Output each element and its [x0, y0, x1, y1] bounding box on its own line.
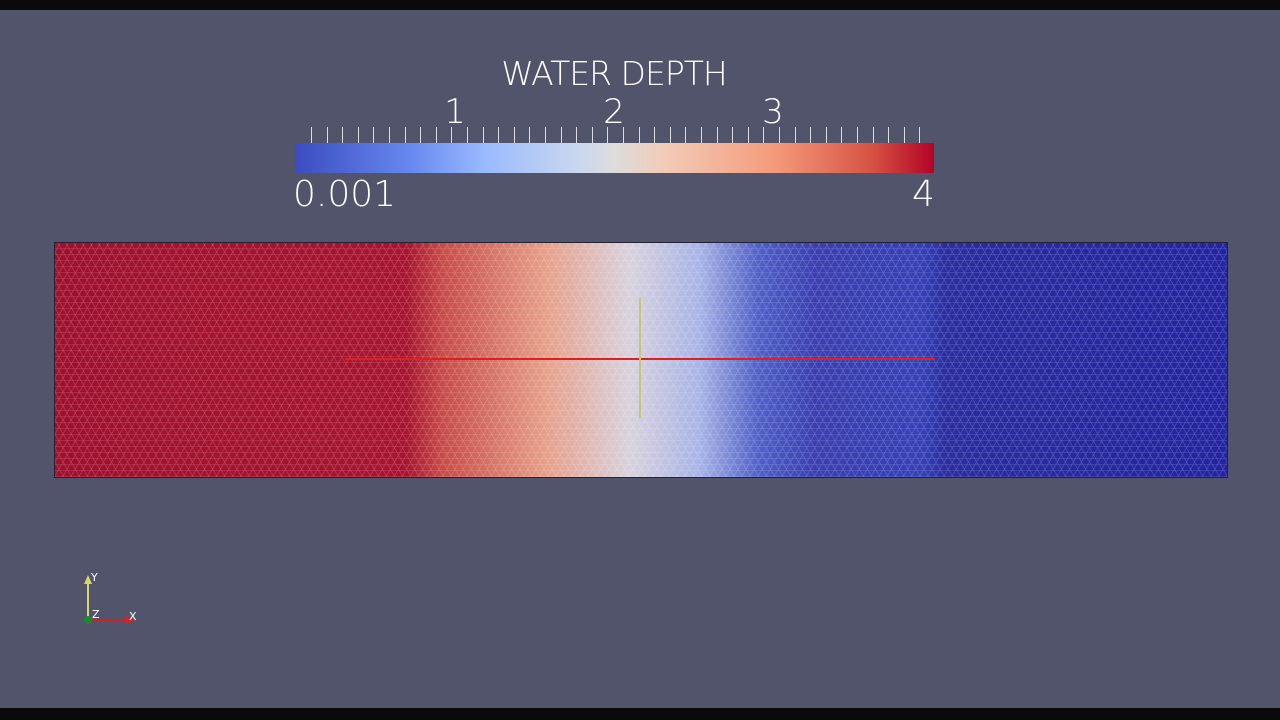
colorbar-tick	[919, 127, 921, 143]
colorbar-tick	[435, 127, 437, 143]
colorbar-tick	[623, 127, 624, 143]
colorbar-tick	[903, 127, 905, 143]
colorbar-tick	[311, 127, 312, 143]
colorbar-tick	[779, 127, 780, 143]
colorbar-tick	[482, 127, 484, 143]
colorbar-tick	[701, 127, 702, 143]
colorbar-tick	[810, 127, 812, 143]
axes-triad-icon	[84, 575, 135, 624]
colorbar-tick	[654, 127, 656, 143]
colorbar-tick	[560, 127, 562, 143]
colorbar-tick	[545, 127, 546, 143]
colorbar-tick	[513, 127, 515, 143]
colorbar-tick	[716, 127, 718, 143]
colorbar-tick	[841, 127, 843, 143]
colorbar-tick	[326, 127, 328, 143]
colorbar-tick	[857, 127, 858, 143]
axis-y-label: Y	[91, 571, 98, 584]
colorbar-min-label: 0.001	[293, 174, 397, 215]
colorbar-tick-label: 2	[603, 92, 625, 132]
colorbar-tick	[888, 127, 890, 143]
colorbar-tick	[669, 127, 671, 143]
colorbar-tick	[467, 127, 468, 143]
probe-line-vertical	[639, 298, 641, 418]
colorbar-tick	[404, 127, 406, 143]
colorbar-tick	[794, 127, 796, 143]
letterbox-top	[0, 0, 1280, 10]
colorbar-tick	[591, 127, 593, 143]
colorbar-tick	[357, 127, 359, 143]
orientation-axes: Y Z X	[80, 570, 140, 630]
colorbar-tick	[420, 127, 422, 143]
colorbar-tick	[529, 127, 531, 143]
colorbar-tick-label: 1	[444, 92, 466, 132]
water-depth-mesh[interactable]	[54, 242, 1228, 478]
colorbar-tick	[607, 127, 609, 143]
colorbar-tick	[373, 127, 375, 143]
colorbar-title: WATER DEPTH	[501, 54, 727, 93]
colorbar-tick	[685, 127, 687, 143]
colorbar-max-label: 4	[912, 174, 935, 215]
letterbox-bottom	[0, 708, 1280, 720]
axis-x-label: X	[129, 610, 137, 623]
colorbar-tick	[498, 127, 500, 143]
colorbar-tick	[763, 127, 765, 143]
colorbar-tick	[389, 127, 390, 143]
colorbar-tick	[747, 127, 749, 143]
colorbar-tick	[342, 127, 344, 143]
colorbar-tick	[451, 127, 453, 143]
axis-z-label: Z	[92, 608, 100, 621]
colorbar-tick	[825, 127, 827, 143]
colorbar-tick-label: 3	[762, 92, 784, 132]
colorbar-tick	[638, 127, 640, 143]
colorbar-tick	[732, 127, 734, 143]
colorbar	[295, 143, 934, 173]
colorbar-tick	[576, 127, 578, 143]
colorbar-tick	[872, 127, 874, 143]
